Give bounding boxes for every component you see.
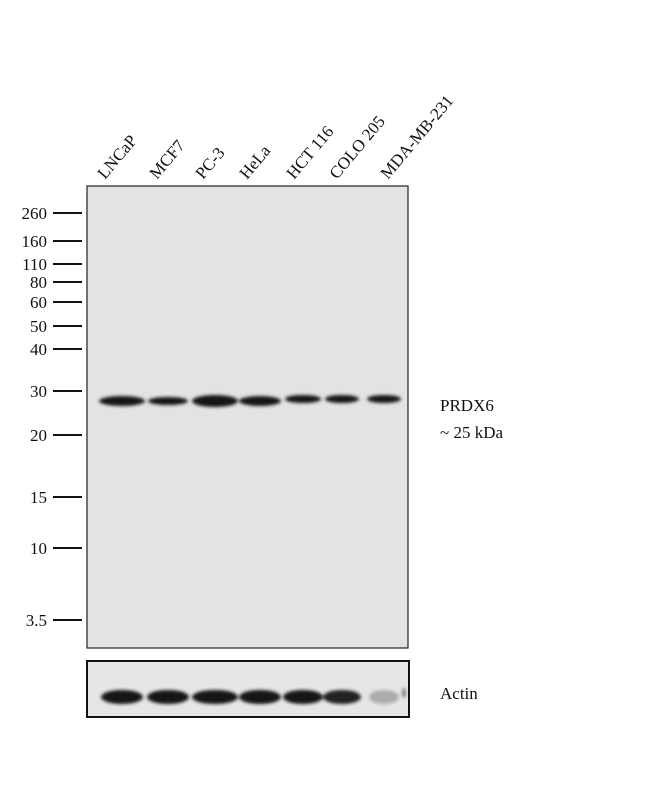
actin-band [323,690,361,704]
main-blot [86,185,409,649]
target-band [325,395,359,403]
target-size: ~ 25 kDa [440,423,503,442]
target-band [367,395,401,403]
target-band [239,396,281,406]
marker-label: 160 [22,232,48,251]
actin-blot [86,660,410,718]
actin-band-edge [402,688,406,698]
actin-band [147,690,189,704]
marker-label: 60 [30,293,47,312]
target-name: PRDX6 [440,396,494,415]
target-band [99,396,145,406]
actin-band [239,690,281,704]
actin-band [101,690,143,704]
marker-label: 110 [22,255,47,274]
actin-band [283,690,323,704]
marker-label: 20 [30,426,47,445]
marker-label: 40 [30,340,47,359]
marker-label: 10 [30,539,47,558]
marker-label: 15 [30,488,47,507]
target-band [285,395,321,403]
target-band [192,395,238,407]
marker-label: 260 [22,204,48,223]
marker-label: 50 [30,317,47,336]
marker-label: 80 [30,273,47,292]
actin-band [192,690,238,704]
marker-label: 3.5 [26,611,47,630]
bands [99,395,406,704]
marker-label: 30 [30,382,47,401]
target-band [148,397,188,405]
actin-band [369,690,399,704]
loading-control-label: Actin [440,684,478,703]
